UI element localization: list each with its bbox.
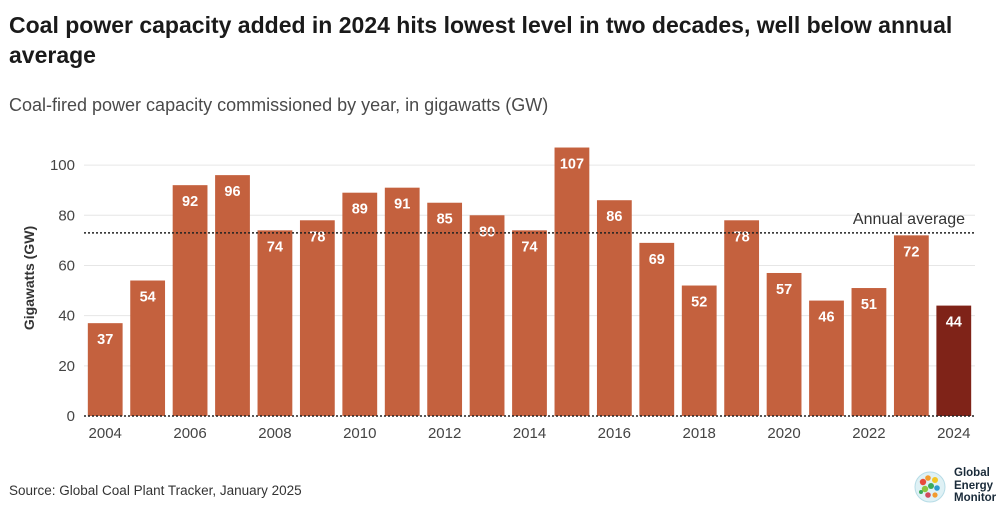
- x-tick-label: 2006: [173, 425, 206, 442]
- bar-value-label: 107: [560, 157, 584, 173]
- bar-2017: [639, 242, 675, 416]
- bar-2021: [809, 300, 844, 416]
- y-tick-label: 100: [50, 157, 75, 174]
- bar-value-label: 37: [97, 332, 113, 348]
- x-tick-label: 2022: [852, 425, 885, 442]
- bar-2023: [893, 235, 929, 416]
- bar-value-label: 89: [352, 202, 368, 218]
- logo-line-2: Energy: [954, 479, 993, 492]
- y-tick-label: 80: [58, 207, 75, 224]
- bar-value-label: 85: [437, 212, 453, 228]
- y-tick-label: 0: [67, 408, 75, 425]
- x-tick-label: 2016: [598, 425, 631, 442]
- x-tick-label: 2018: [683, 425, 716, 442]
- bar-2005: [130, 280, 166, 416]
- bar-2010: [342, 192, 378, 416]
- bar-2020: [766, 272, 802, 416]
- x-tick-label: 2004: [89, 425, 122, 442]
- logo-line-1: Global: [954, 467, 990, 479]
- y-tick-label: 40: [58, 308, 75, 325]
- bar-value-label: 92: [182, 194, 198, 210]
- globe-icon: [914, 471, 946, 503]
- bar-value-label: 69: [649, 252, 665, 268]
- bar-value-label: 78: [309, 229, 325, 245]
- chart-title: Coal power capacity added in 2024 hits l…: [9, 12, 953, 68]
- logo-line-3: Monitor: [954, 492, 997, 504]
- bar-2015: [554, 147, 590, 416]
- bar-2022: [851, 288, 887, 416]
- bar-2013: [469, 215, 505, 416]
- bar-2009: [299, 220, 335, 416]
- bar-value-label: 44: [946, 315, 962, 331]
- y-axis-title: Gigawatts (GW): [21, 226, 37, 330]
- bar-value-label: 80: [479, 224, 495, 240]
- bar-value-label: 52: [691, 295, 707, 311]
- bar-2014: [512, 230, 547, 416]
- bar-value-label: 74: [521, 239, 537, 255]
- bar-chart: 0 20 40 60 80 100 Gigawatts (GW) 37 2004 54 92 2006…: [21, 147, 975, 442]
- bar-value-label: 91: [394, 197, 410, 213]
- y-tick-label: 60: [58, 257, 75, 274]
- logo-wordmark: Global Energy Monitor: [954, 467, 996, 505]
- bar-value-label: 51: [861, 297, 877, 313]
- bar-2016: [596, 200, 632, 416]
- bar-value-label: 46: [818, 310, 834, 326]
- x-tick-label: 2010: [343, 425, 376, 442]
- bar-value-label: 57: [776, 282, 792, 298]
- bar-value-label: 74: [267, 239, 283, 255]
- chart-subtitle: Coal-fired power capacity commissioned b…: [9, 95, 549, 115]
- bar-2018: [681, 285, 717, 416]
- bar-value-label: 72: [903, 244, 919, 260]
- x-tick-label: 2008: [258, 425, 291, 442]
- bar-2008: [257, 230, 293, 416]
- bar-value-label: 78: [734, 229, 750, 245]
- bar-value-label: 86: [606, 209, 622, 225]
- bar-value-label: 54: [140, 290, 156, 306]
- y-tick-label: 20: [58, 358, 75, 375]
- bar-value-label: 96: [224, 184, 240, 200]
- annual-average-label: Annual average: [853, 211, 965, 228]
- global-energy-monitor-logo: Global Energy Monitor: [914, 467, 996, 507]
- x-tick-label: 2024: [937, 425, 970, 442]
- source-note: Source: Global Coal Plant Tracker, Janua…: [9, 483, 302, 498]
- bar-2024: [936, 305, 972, 416]
- bar-2007: [215, 175, 250, 416]
- bar-2019: [724, 220, 760, 416]
- bar-2012: [427, 202, 463, 416]
- x-tick-label: 2020: [767, 425, 800, 442]
- x-tick-label: 2014: [513, 425, 546, 442]
- bar-2011: [384, 187, 420, 416]
- bar-2006: [172, 185, 208, 416]
- bar-2004: [87, 323, 123, 416]
- x-tick-label: 2012: [428, 425, 461, 442]
